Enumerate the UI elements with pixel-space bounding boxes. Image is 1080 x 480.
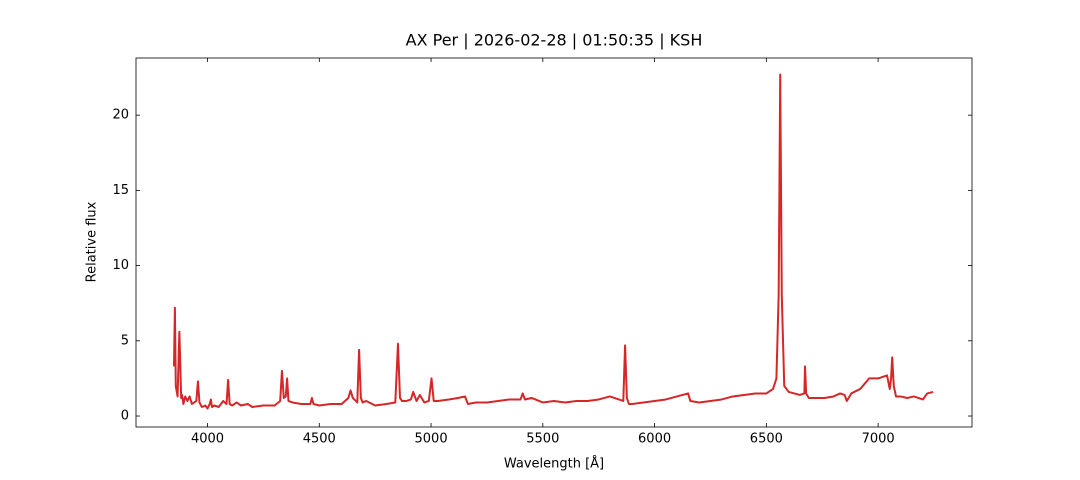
x-tick-label: 6000 xyxy=(638,432,671,447)
plot-frame xyxy=(135,57,973,428)
y-tick-label: 15 xyxy=(112,183,129,198)
x-tick-label: 5000 xyxy=(415,432,448,447)
x-axis-label: Wavelength [Å] xyxy=(504,456,604,472)
y-tick-label: 5 xyxy=(121,333,129,348)
y-axis-label: Relative flux xyxy=(85,201,100,282)
y-tick-label: 10 xyxy=(112,258,129,273)
chart-title: AX Per | 2026-02-28 | 01:50:35 | KSH xyxy=(406,31,703,50)
x-tick-label: 6500 xyxy=(750,432,783,447)
y-tick-label: 0 xyxy=(121,409,129,424)
x-tick-label: 5500 xyxy=(526,432,559,447)
x-tick-label: 7000 xyxy=(862,432,895,447)
x-tick-label: 4000 xyxy=(191,432,224,447)
spectrum-line xyxy=(173,73,934,410)
x-tick-label: 4500 xyxy=(303,432,336,447)
y-tick-label: 20 xyxy=(112,108,129,123)
